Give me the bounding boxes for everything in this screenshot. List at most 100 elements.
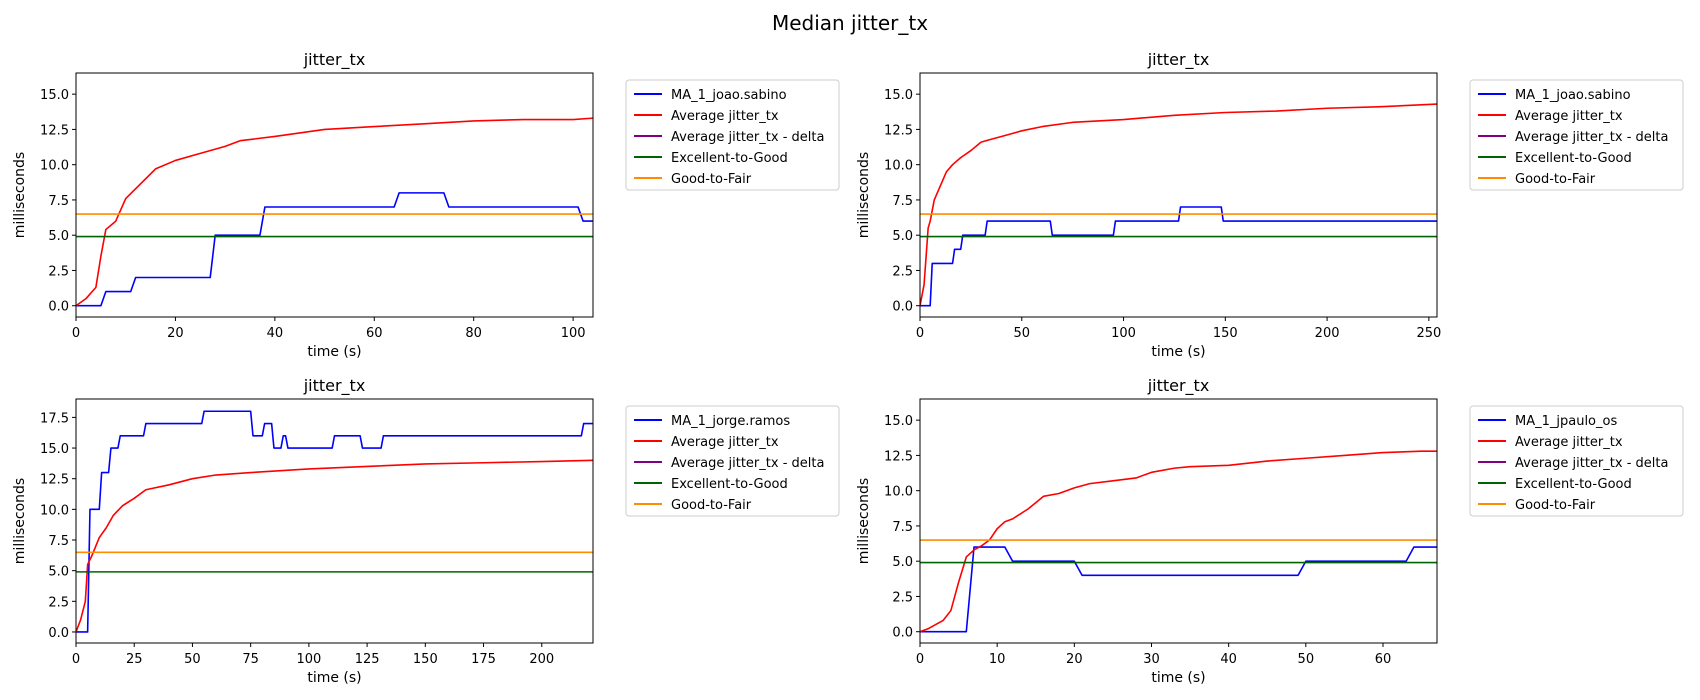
legend-label: Good-to-Fair [1515,498,1596,513]
y-tick-label: 15.0 [884,88,913,103]
series-line-2 [76,459,593,633]
x-tick-label: 100 [296,652,321,667]
y-tick-label: 10.0 [40,159,69,174]
x-tick-label: 150 [413,652,438,667]
x-tick-label: 20 [167,326,184,341]
x-tick-label: 25 [126,652,143,667]
axes-frame [919,398,1438,644]
y-tick-label: 7.5 [48,194,69,209]
x-tick-label: 100 [561,326,586,341]
x-tick-label: 150 [1213,326,1238,341]
x-tick-label: 100 [1111,326,1136,341]
y-tick-label: 15.0 [40,88,69,103]
legend-label: Average jitter_tx [1515,435,1623,450]
y-tick-label: 5.0 [48,565,69,580]
x-tick-label: 50 [1298,652,1315,667]
y-tick-label: 12.5 [884,449,913,464]
y-tick-label: 5.0 [892,229,913,244]
subplot-title: jitter_tx [1147,376,1210,396]
x-tick-label: 40 [267,326,284,341]
x-axis-label: time (s) [307,344,361,360]
series-line-1 [76,192,593,307]
charts: 0 20 40 60 80 1000.02.55.07.510.012.515.0jitt… [12,50,1684,686]
series-group [76,410,593,633]
x-tick-label: 200 [529,652,554,667]
subplot-title: jitter_tx [303,376,366,396]
x-tick-label: 250 [1416,326,1441,341]
y-tick-label: 0.0 [892,626,913,641]
axes-frame [75,72,594,318]
legend-label: MA_1_joao.sabino [1515,88,1631,103]
series-line-2 [920,103,1437,306]
legend-label: Excellent-to-Good [671,477,788,492]
y-tick-label: 5.0 [48,229,69,244]
x-tick-label: 200 [1315,326,1340,341]
y-tick-label: 10.0 [884,159,913,174]
subplot-3: 0 25 50 75 100 125 150 175 200 0.0 2.5 5.0 7.5 10.0 12… [12,376,840,686]
series-group [76,117,593,307]
x-tick-label: 20 [1066,652,1083,667]
x-tick-label: 10 [989,652,1006,667]
y-tick-label: 7.5 [892,194,913,209]
legend-label: Average jitter_tx - delta [671,456,824,471]
x-tick-label: 0 [916,652,924,667]
y-tick-label: 15.0 [40,442,69,457]
y-tick-label: 0.0 [48,626,69,641]
legend-label: Average jitter_tx - delta [1515,456,1668,471]
legend-label: Average jitter_tx - delta [671,130,824,145]
y-axis-label: milliseconds [12,152,28,238]
legend-label: MA_1_jorge.ramos [671,414,790,429]
legend-frame [625,405,840,517]
legend-label: Excellent-to-Good [1515,151,1632,166]
y-tick-label: 2.5 [892,590,913,605]
series-line-2 [76,117,593,307]
subplot-title: jitter_tx [303,50,366,70]
legend-label: Average jitter_tx [671,109,779,124]
x-tick-label: 0 [72,652,80,667]
y-tick-label: 17.5 [40,411,69,426]
y-tick-label: 0.0 [892,300,913,315]
subplot-1: 0 20 40 60 80 100 0.0 2.5 5.0 7.5 10.0 12.5 15.0 jitt… [12,50,840,360]
legend: MA_1_joao.sabino Average jitter_tx Average… [1469,79,1684,191]
x-tick-label: 60 [1375,652,1392,667]
subplot-2: 0 50 100 150 200 250 0.0 2.5 5.0 7.5 10.0 12.5 15.0 j… [856,50,1684,360]
x-axis-label: time (s) [307,670,361,686]
legend-frame [1469,79,1684,191]
legend-label: Good-to-Fair [1515,172,1596,187]
x-tick-label: 0 [72,326,80,341]
x-tick-label: 30 [1143,652,1160,667]
y-tick-label: 7.5 [892,520,913,535]
y-tick-label: 0.0 [48,300,69,315]
x-axis-label: time (s) [1151,344,1205,360]
y-axis-label: milliseconds [12,478,28,564]
y-axis-label: milliseconds [856,478,872,564]
x-tick-label: 0 [916,326,924,341]
y-tick-label: 12.5 [884,123,913,138]
y-tick-label: 2.5 [48,595,69,610]
x-tick-label: 175 [471,652,496,667]
x-tick-label: 75 [242,652,259,667]
x-tick-label: 125 [355,652,380,667]
y-tick-label: 2.5 [892,264,913,279]
legend-label: Average jitter_tx - delta [1515,130,1668,145]
figure-title: Median jitter_tx [772,11,928,35]
series-line-1 [920,206,1437,307]
legend: MA_1_joao.sabino Average jitter_tx Average… [625,79,840,191]
y-tick-label: 12.5 [40,123,69,138]
axes-frame [75,398,594,644]
series-group [920,103,1437,307]
x-tick-label: 50 [1013,326,1030,341]
y-tick-label: 10.0 [40,503,69,518]
legend-label: MA_1_joao.sabino [671,88,787,103]
series-line-2 [920,450,1437,633]
series-line-1 [920,546,1437,633]
legend-frame [625,79,840,191]
x-tick-label: 60 [366,326,383,341]
subplot-4: 0 10 20 30 40 50 60 0.0 2.5 5.0 7.5 10.0 12.5 15.0 jit… [856,376,1684,686]
y-tick-label: 15.0 [884,414,913,429]
series-line-1 [76,410,593,633]
y-tick-label: 2.5 [48,264,69,279]
series-group [920,450,1437,633]
legend-label: Excellent-to-Good [671,151,788,166]
